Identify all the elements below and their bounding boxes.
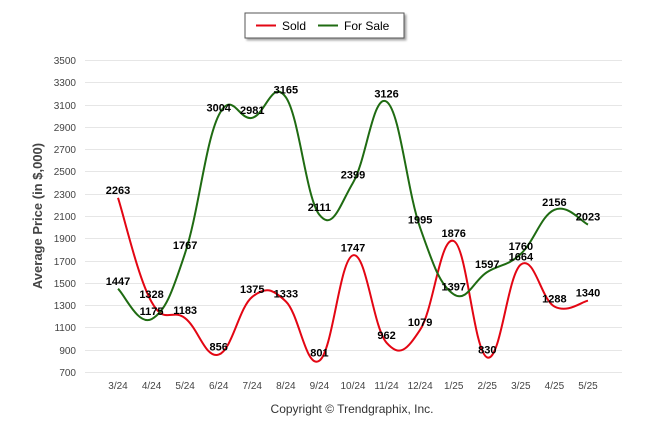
data-label-sold: 2263 (106, 185, 130, 197)
x-tick-label: 10/24 (340, 381, 365, 392)
x-tick-label: 7/24 (243, 381, 263, 392)
y-tick-label: 900 (59, 346, 76, 357)
data-label-sold: 1079 (408, 317, 432, 329)
data-label-sold: 1340 (576, 288, 600, 300)
y-tick-label: 2100 (54, 212, 77, 223)
x-tick-label: 2/25 (478, 381, 498, 392)
x-tick-label: 12/24 (408, 381, 433, 392)
y-axis-ticks: 700 900 1100 1300 1500 1700 1900 2100 2300 2500 27… (54, 56, 77, 379)
y-tick-label: 3300 (54, 78, 77, 89)
x-tick-label: 1/25 (444, 381, 464, 392)
data-label-for-sale: 1767 (173, 240, 197, 252)
x-axis-ticks: 3/24 4/24 5/24 6/24 7/24 8/24 9/24 10/24 11/24 12… (108, 381, 598, 392)
y-tick-label: 1900 (54, 234, 77, 245)
y-tick-label: 1300 (54, 301, 77, 312)
x-tick-label: 9/24 (310, 381, 330, 392)
data-label-sold: 962 (377, 330, 395, 342)
y-tick-label: 2900 (54, 123, 77, 134)
y-tick-label: 1100 (54, 323, 76, 334)
data-label-sold: 801 (310, 348, 328, 360)
x-tick-label: 5/25 (578, 381, 598, 392)
y-tick-label: 700 (59, 368, 76, 379)
x-tick-label: 5/24 (175, 381, 195, 392)
series-line-for-sale (117, 90, 589, 322)
data-label-for-sale: 2399 (341, 170, 365, 182)
x-tick-label: 8/24 (276, 381, 296, 392)
y-tick-label: 2500 (54, 167, 77, 178)
data-label-sold: 1747 (341, 242, 365, 254)
data-label-for-sale: 1995 (408, 215, 432, 227)
legend-label-sold: Sold (282, 19, 306, 33)
data-label-for-sale: 1175 (140, 306, 164, 318)
series-line-sold (117, 197, 589, 363)
x-tick-label: 11/24 (374, 381, 399, 392)
grid-lines (85, 60, 622, 373)
data-label-sold: 1375 (240, 284, 264, 296)
data-label-sold: 830 (478, 345, 496, 357)
data-label-for-sale: 3004 (206, 102, 231, 114)
data-label-for-sale: 2111 (308, 202, 331, 214)
data-label-for-sale: 1397 (441, 281, 465, 293)
y-tick-label: 1500 (54, 279, 77, 290)
x-tick-label: 6/24 (209, 381, 229, 392)
x-tick-label: 3/25 (511, 381, 531, 392)
copyright-text: Copyright © Trendgraphix, Inc. (271, 402, 434, 416)
x-tick-label: 4/25 (545, 381, 565, 392)
y-tick-label: 2700 (54, 145, 77, 156)
y-tick-label: 2300 (54, 190, 77, 201)
data-label-for-sale: 3126 (374, 89, 398, 101)
legend: Sold For Sale (244, 12, 405, 39)
y-tick-label: 1700 (54, 257, 77, 268)
data-label-sold: 1333 (274, 288, 298, 300)
data-label-sold: 856 (210, 342, 228, 354)
data-labels: 2263 1328 1183 856 1375 1333 801 1747 962 1079 187… (106, 84, 600, 359)
data-label-sold: 1876 (441, 228, 465, 240)
data-label-for-sale: 1760 (509, 241, 533, 253)
x-tick-label: 3/24 (108, 381, 128, 392)
data-label-for-sale: 2156 (542, 197, 566, 209)
data-label-sold: 1288 (542, 293, 566, 305)
data-label-for-sale: 1597 (475, 259, 499, 271)
y-tick-label: 3500 (54, 56, 77, 67)
data-label-for-sale: 3165 (274, 84, 298, 96)
data-label-for-sale: 1447 (106, 276, 130, 288)
data-label-for-sale: 2981 (240, 105, 264, 117)
data-label-for-sale: 2023 (576, 212, 600, 224)
legend-label-for-sale: For Sale (344, 19, 390, 33)
data-label-sold: 1664 (509, 252, 534, 264)
data-label-sold: 1328 (139, 289, 163, 301)
y-tick-label: 3100 (54, 101, 77, 112)
y-axis-title: Average Price (in $,000) (30, 143, 45, 289)
series-lines (117, 90, 589, 363)
x-tick-label: 4/24 (142, 381, 162, 392)
data-label-sold: 1183 (173, 305, 197, 317)
